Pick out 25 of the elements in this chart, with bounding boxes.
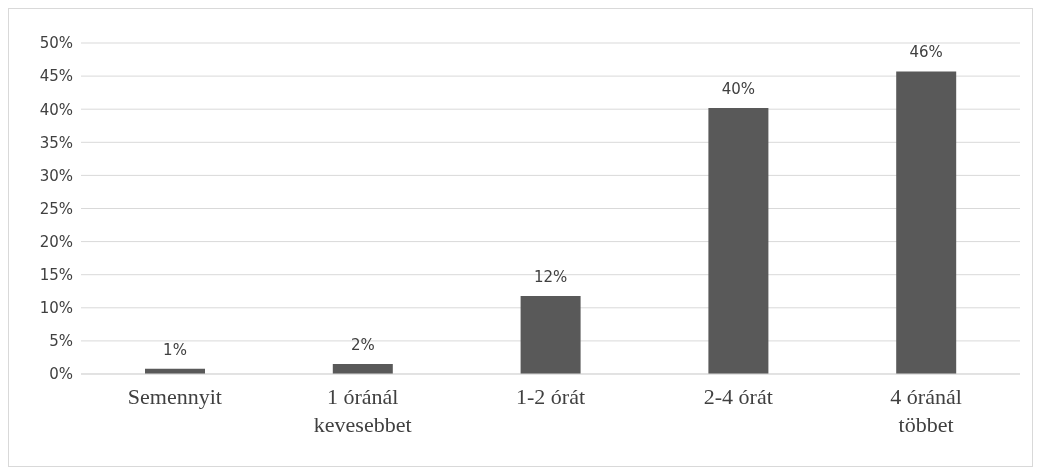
data-label: 12%	[533, 267, 568, 286]
data-label: 46%	[909, 43, 943, 62]
y-tick-label: 40%	[39, 100, 73, 119]
x-tick-label: 4 óránál többet	[890, 384, 962, 437]
x-tick-label: 2-4 órát	[703, 384, 773, 409]
y-tick-label: 15%	[39, 266, 73, 285]
data-label: 1%	[163, 340, 187, 359]
y-tick-label: 10%	[39, 299, 73, 318]
y-tick-label: 35%	[39, 133, 73, 152]
x-tick-label: 1 óránál kevesebbet	[313, 384, 412, 437]
y-tick-label: 30%	[39, 166, 73, 185]
data-label: 40%	[721, 79, 756, 98]
y-tick-label: 45%	[39, 67, 73, 86]
bar	[520, 295, 581, 374]
y-tick-label: 25%	[39, 199, 73, 218]
bar	[332, 364, 393, 374]
bar	[708, 107, 769, 374]
bar	[896, 71, 957, 374]
y-tick-label: 50%	[39, 34, 73, 53]
x-tick-label: Semennyit	[127, 384, 222, 409]
y-tick-label: 5%	[49, 332, 73, 351]
y-tick-label: 0%	[49, 365, 73, 384]
data-label: 2%	[350, 336, 375, 355]
x-tick-label: 1-2 órát	[515, 384, 586, 409]
y-tick-label: 20%	[39, 232, 73, 251]
